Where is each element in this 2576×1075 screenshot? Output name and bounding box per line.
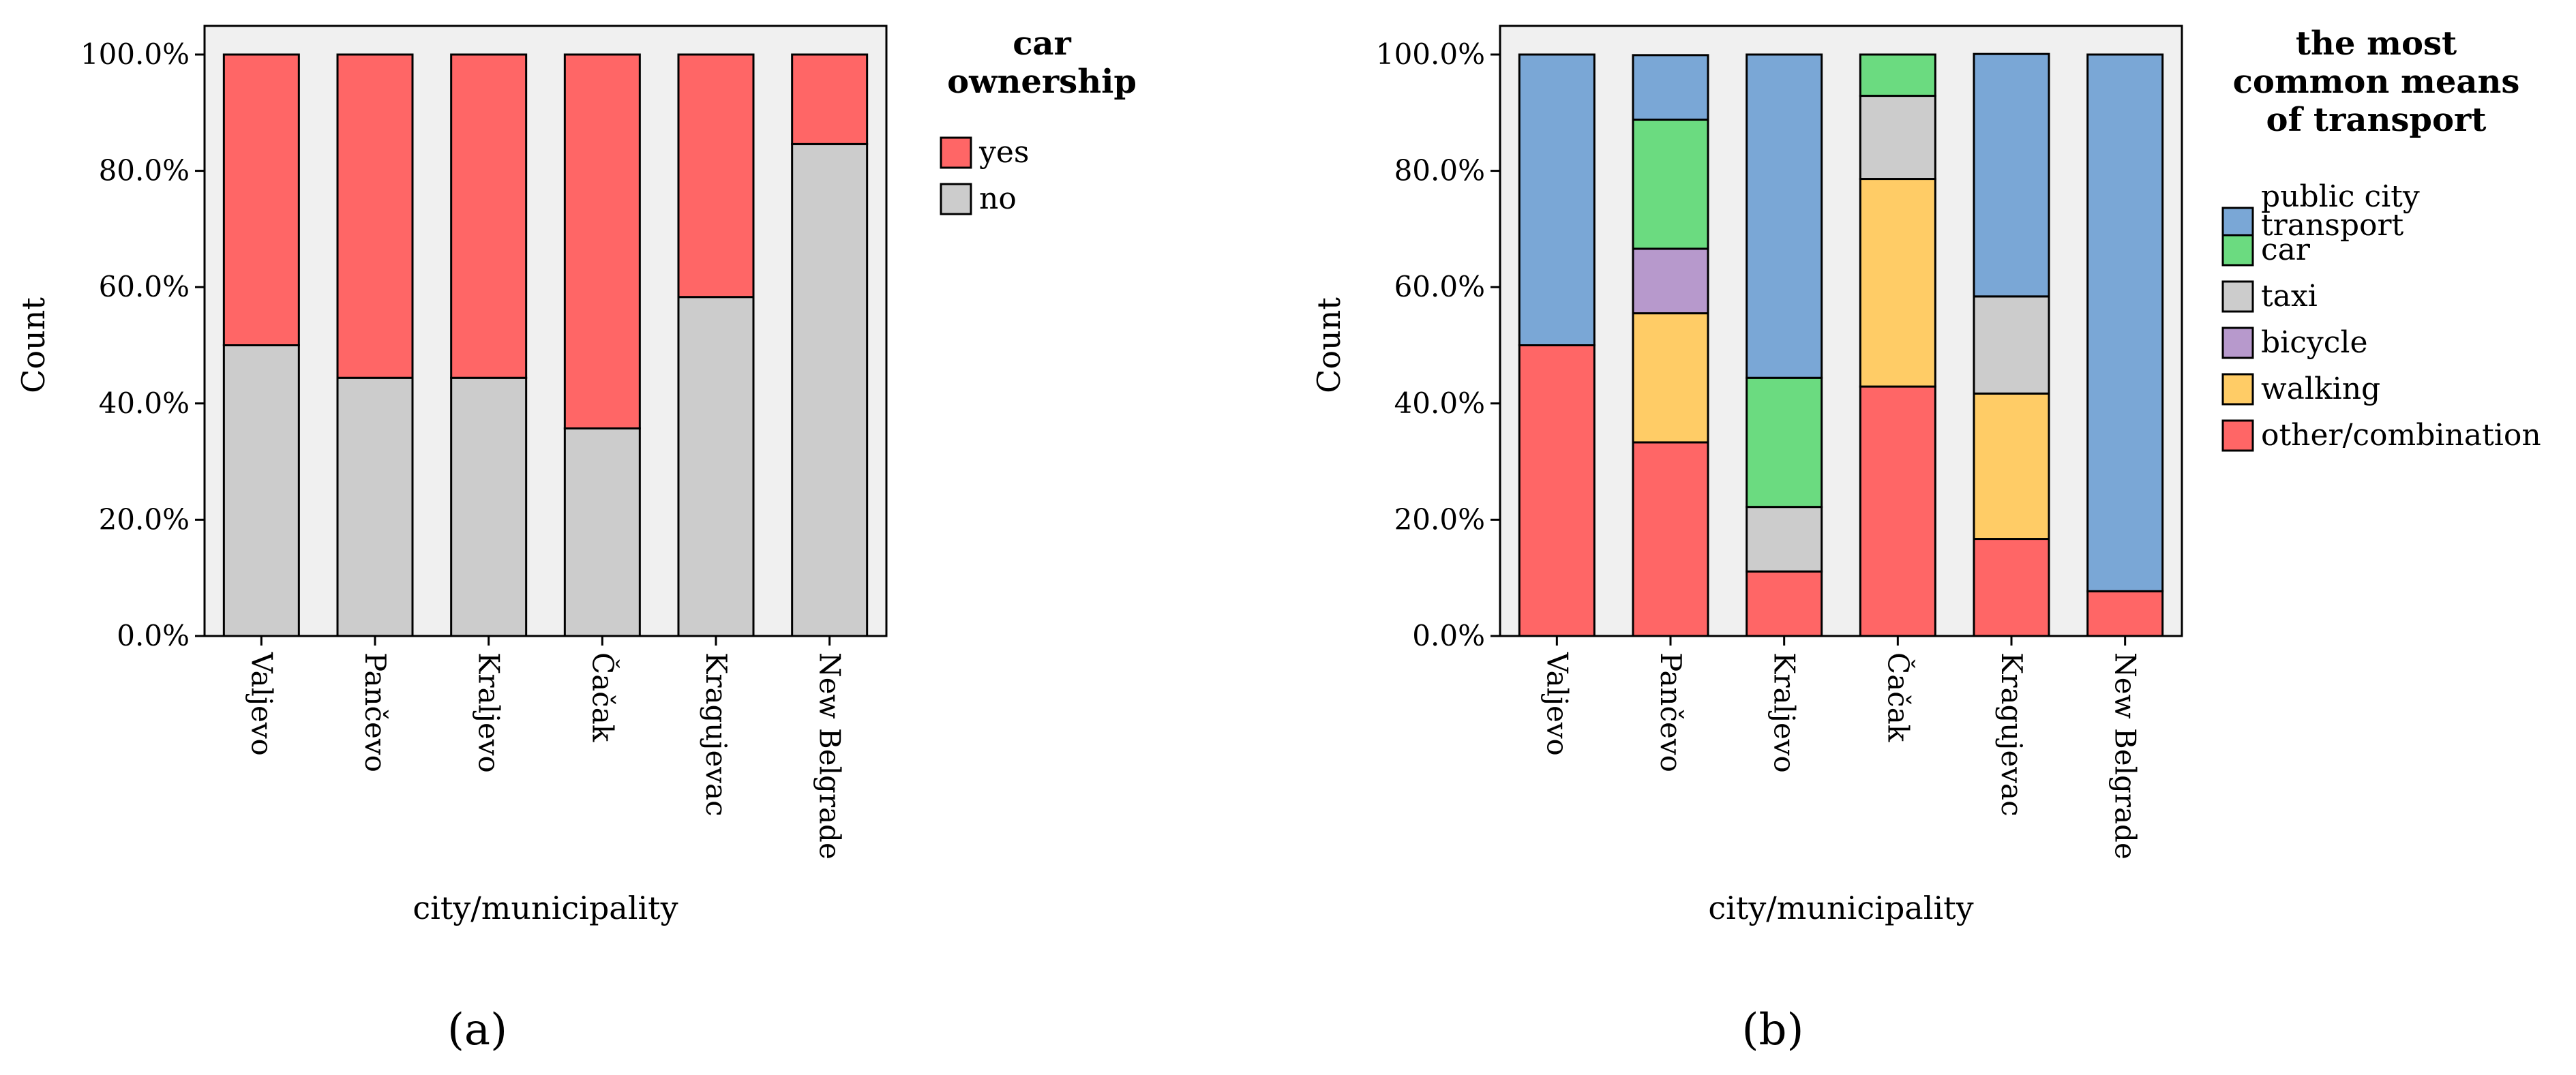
chart-b-legend-title: common means xyxy=(2233,63,2520,101)
chart-a-legend-label: yes xyxy=(978,135,1029,170)
chart-b-legend-label: taxi xyxy=(2261,279,2318,314)
chart-a-bar-new-belgrade-no xyxy=(791,142,869,637)
chart-b-bar-kraljevo-car xyxy=(1746,376,1823,509)
chart-a-x-axis-title: city/municipality xyxy=(413,890,678,926)
chart-b-x-axis-title: city/municipality xyxy=(1708,890,1973,926)
chart-a-legend-title: car xyxy=(1013,25,1071,63)
chart-a-y-tick-label: 100.0% xyxy=(80,37,190,71)
chart-b-x-tick-label: Valjevo xyxy=(1540,652,1574,756)
chart-b-y-tick-label: 60.0% xyxy=(1394,270,1485,303)
chart-a-bar-valjevo-no xyxy=(222,344,300,637)
chart-a-bar-new-belgrade-yes xyxy=(791,53,869,145)
chart-b-legend-title: of transport xyxy=(2266,101,2487,139)
chart-b-x-tick-label: New Belgrade xyxy=(2109,652,2142,860)
chart-a-y-tick-label: 80.0% xyxy=(99,154,190,187)
chart-b-bar-čačak-taxi xyxy=(1859,95,1936,181)
chart-a-bar-čačak-yes xyxy=(563,53,641,429)
chart-b-legend-label: transport xyxy=(2261,208,2404,243)
chart-a-bar-kraljevo-yes xyxy=(450,53,528,379)
chart-a-bar-čačak-no xyxy=(563,427,641,637)
chart-a-legend-swatch xyxy=(940,183,972,215)
chart-b-y-tick-label: 100.0% xyxy=(1376,37,1485,71)
chart-a-legend-label: no xyxy=(979,181,1017,216)
chart-a-x-tick-label: Pančevo xyxy=(359,652,392,772)
chart-b-bar-čačak-car xyxy=(1859,53,1936,97)
chart-b-x-tick-label: Pančevo xyxy=(1654,652,1688,772)
chart-b-bar-kragujevac-other-combination xyxy=(1973,538,2050,637)
chart-b-y-tick-label: 80.0% xyxy=(1394,154,1485,187)
chart-b-bar-kraljevo-public-city-transport xyxy=(1746,53,1823,379)
chart-b-bar-kragujevac-taxi xyxy=(1973,295,2050,395)
chart-a-bar-kraljevo-no xyxy=(450,376,528,637)
chart-a-bar-valjevo-yes xyxy=(222,53,300,346)
chart-b-bar-kragujevac-public-city-transport xyxy=(1973,52,2050,298)
chart-a-bar-pančevo-no xyxy=(336,376,414,637)
chart-a-x-tick-label: Čačak xyxy=(586,652,620,742)
chart-a-y-axis-title: Count xyxy=(15,297,52,393)
chart-b-bar-čačak-walking xyxy=(1859,178,1936,388)
chart-b-legend-swatch xyxy=(2221,327,2254,359)
chart-b-legend-title: the most xyxy=(2296,25,2457,63)
chart-a-legend-title: ownership xyxy=(947,63,1137,101)
chart-a-y-tick-label: 20.0% xyxy=(99,502,190,536)
chart-a-panel-label: (a) xyxy=(447,1005,507,1055)
chart-b-legend-swatch xyxy=(2221,280,2254,313)
chart-b-bar-kragujevac-walking xyxy=(1973,392,2050,541)
chart-b-y-tick-label: 20.0% xyxy=(1394,502,1485,536)
chart-b-y-tick-label: 0.0% xyxy=(1412,619,1485,652)
chart-b-legend-label: public city xyxy=(2261,179,2420,214)
chart-b-x-tick-label: Kraljevo xyxy=(1768,652,1801,773)
chart-b-x-tick-label: Kragujevac xyxy=(1995,652,2028,817)
chart-b-bar-pančevo-car xyxy=(1632,119,1709,250)
chart-b-panel-label: (b) xyxy=(1742,1005,1804,1055)
chart-b-legend-label: walking xyxy=(2261,372,2380,406)
chart-b-legend-swatch xyxy=(2221,234,2254,267)
chart-a-x-tick-label: Valjevo xyxy=(245,652,278,756)
chart-b-y-axis-title: Count xyxy=(1311,297,1347,393)
chart-b-bar-new-belgrade-public-city-transport xyxy=(2086,53,2164,592)
chart-b-bar-valjevo-public-city-transport xyxy=(1518,53,1596,346)
chart-a-y-tick-label: 0.0% xyxy=(117,619,190,652)
chart-b-legend-swatch xyxy=(2221,419,2254,452)
chart-b-bar-kraljevo-taxi xyxy=(1746,506,1823,573)
chart-b-bar-pančevo-walking xyxy=(1632,312,1709,444)
chart-b-bar-pančevo-bicycle xyxy=(1632,247,1709,315)
chart-a-x-tick-label: Kragujevac xyxy=(700,652,733,817)
chart-b-bar-pančevo-other-combination xyxy=(1632,441,1709,637)
chart-b-x-tick-label: Čačak xyxy=(1881,652,1915,742)
chart-a-bar-kragujevac-no xyxy=(677,296,755,637)
chart-a-bar-kragujevac-yes xyxy=(677,53,755,299)
chart-b-plot-area xyxy=(1499,25,2183,637)
chart-b-legend-swatch xyxy=(2221,207,2254,239)
chart-b-legend-label: car xyxy=(2261,232,2311,267)
chart-b-y-tick-label: 40.0% xyxy=(1394,387,1485,420)
chart-b-bar-čačak-other-combination xyxy=(1859,385,1936,637)
chart-b-bar-kraljevo-other-combination xyxy=(1746,570,1823,637)
chart-a-x-tick-label: New Belgrade xyxy=(813,652,847,860)
chart-a-y-tick-label: 60.0% xyxy=(99,270,190,303)
chart-b-bar-pančevo-public-city-transport xyxy=(1632,54,1709,121)
chart-b-legend-swatch xyxy=(2221,373,2254,406)
chart-a-y-tick-label: 40.0% xyxy=(99,387,190,420)
chart-a-x-tick-label: Kraljevo xyxy=(473,652,506,773)
chart-b-bar-new-belgrade-other-combination xyxy=(2086,590,2164,637)
chart-a-legend-swatch xyxy=(940,136,972,169)
chart-b-legend-label: bicycle xyxy=(2261,325,2368,360)
chart-a-plot-area xyxy=(203,25,888,637)
chart-b-legend-label: other/combination xyxy=(2261,418,2541,453)
chart-b-bar-valjevo-other-combination xyxy=(1518,344,1596,637)
chart-a-bar-pančevo-yes xyxy=(336,53,414,379)
